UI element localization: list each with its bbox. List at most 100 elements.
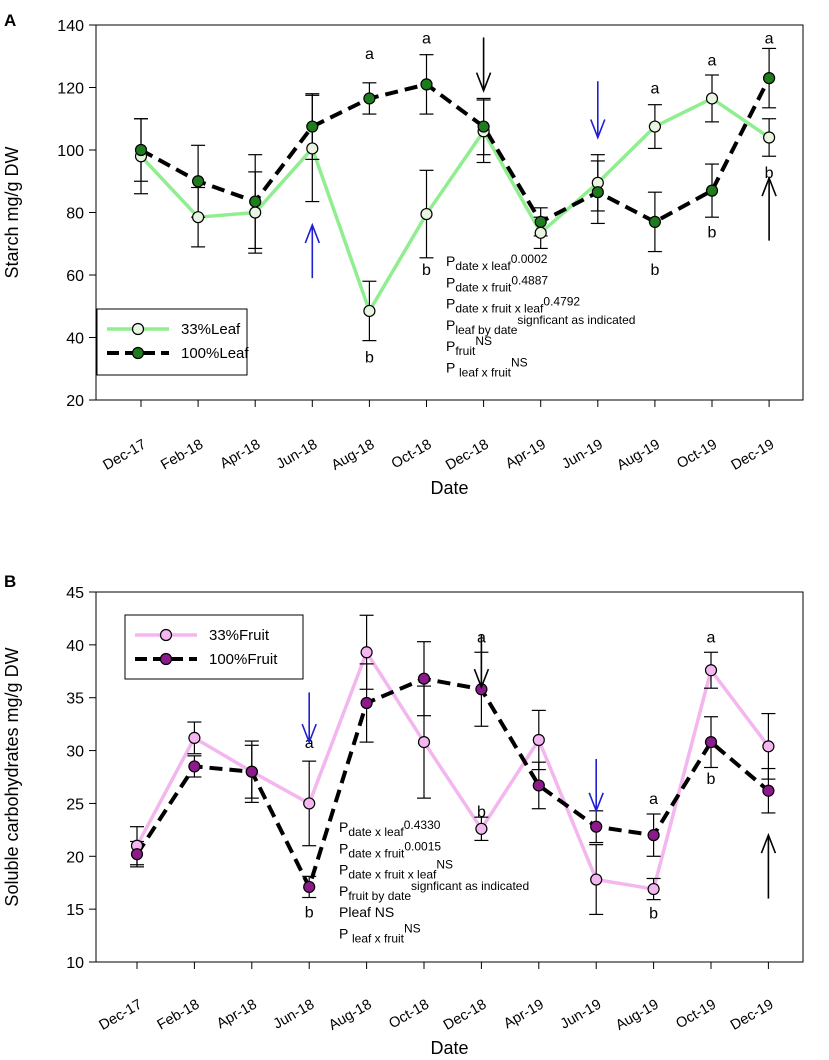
x-tick-label: Aug-18 xyxy=(329,437,378,474)
x-tick-label: Oct-18 xyxy=(386,997,432,1033)
series-line-1 xyxy=(135,650,770,891)
x-tick-label: Dec-18 xyxy=(443,437,491,474)
stats-sub: date x leaf xyxy=(348,825,404,839)
data-point-2 xyxy=(704,736,718,749)
data-point-2 xyxy=(647,829,660,842)
series-line-2 xyxy=(135,676,770,889)
x-tick-label: Dec-18 xyxy=(441,997,489,1034)
x-tick-label: Jun-18 xyxy=(274,437,320,473)
data-point-1 xyxy=(360,646,373,659)
stats-sub: date x fruit x leaf xyxy=(348,868,437,882)
data-point-1 xyxy=(306,142,319,155)
data-point-2 xyxy=(360,696,373,710)
stats-sub: date x fruit xyxy=(455,280,512,294)
significance-letter: b xyxy=(765,165,774,182)
stats-main: P xyxy=(446,274,455,290)
y-tick-label: 25 xyxy=(66,796,84,813)
stats-sub: date x leaf xyxy=(455,259,511,273)
x-tick-label: Oct-19 xyxy=(673,997,719,1033)
y-tick-label: 20 xyxy=(66,393,84,410)
x-tick-label: Dec-17 xyxy=(97,997,145,1034)
x-tick-label: Jun-19 xyxy=(559,437,605,473)
stats-main: P xyxy=(446,253,455,269)
data-point-1 xyxy=(188,731,201,744)
stats-sup: signficant as indicated xyxy=(517,313,635,327)
stats-line: Pdate x leaf0.4330 xyxy=(339,818,441,839)
data-point-1 xyxy=(420,207,433,221)
data-point-1 xyxy=(648,120,662,133)
stats-line: Pleaf by datesignficant as indicated xyxy=(446,313,635,337)
stats-main: P xyxy=(339,883,348,899)
panel-label: A xyxy=(4,11,16,30)
stats-sup: NS xyxy=(511,356,528,370)
stats-sub: date x fruit x leaf xyxy=(455,302,544,316)
data-point-1 xyxy=(249,206,262,219)
y-tick-label: 30 xyxy=(66,744,84,761)
data-point-1 xyxy=(475,822,488,835)
arrow-head-black xyxy=(761,175,777,197)
legend-box xyxy=(96,308,248,376)
x-tick-label: Feb-18 xyxy=(158,437,206,474)
x-tick-label: Dec-19 xyxy=(729,437,777,474)
data-point-2 xyxy=(130,848,144,861)
stats-line: Pdate x fruit0.4887 xyxy=(446,273,548,294)
significance-letter: b xyxy=(305,904,314,921)
data-point-2 xyxy=(306,120,319,133)
x-tick-label: Feb-18 xyxy=(155,997,203,1034)
x-tick-label: Dec-17 xyxy=(101,437,149,474)
arrow-head-black xyxy=(475,72,492,93)
data-point-2 xyxy=(303,880,316,894)
data-point-2 xyxy=(762,784,775,797)
arrow-head-blue xyxy=(590,119,606,140)
stats-line: Pleaf NS xyxy=(339,904,394,920)
data-point-2 xyxy=(648,215,662,228)
panel-label: B xyxy=(4,572,16,591)
x-axis-label: Date xyxy=(430,1038,468,1058)
y-tick-label: 140 xyxy=(57,18,84,35)
data-point-1 xyxy=(417,736,431,749)
y-tick-label: 80 xyxy=(66,206,84,223)
stats-line: Pdate x fruit x leaf0.4792 xyxy=(446,295,580,316)
stats-line: Pdate x fruit0.0015 xyxy=(339,839,441,860)
data-point-2 xyxy=(249,195,262,208)
plot-frame xyxy=(95,591,804,963)
arrow-head-blue xyxy=(304,222,321,244)
significance-letter: a xyxy=(765,31,774,48)
data-point-1 xyxy=(534,226,547,239)
y-tick-label: 10 xyxy=(66,955,84,972)
stats-sup: NS xyxy=(475,334,492,348)
significance-letter: a xyxy=(365,46,374,63)
x-tick-label: Apr-19 xyxy=(503,437,549,473)
data-point-2 xyxy=(532,779,545,792)
significance-letter: b xyxy=(707,771,716,788)
data-point-2 xyxy=(363,92,376,105)
legend-swatch-marker xyxy=(159,628,173,642)
significance-letter: a xyxy=(649,791,658,808)
legend-label: 100%Leaf xyxy=(181,345,249,362)
y-tick-label: 60 xyxy=(66,268,84,285)
data-point-2 xyxy=(134,143,148,157)
data-point-1 xyxy=(647,882,660,896)
stats-sup: signficant as indicated xyxy=(411,879,529,893)
legend-box xyxy=(124,614,304,680)
x-tick-label: Aug-19 xyxy=(613,997,662,1034)
data-point-1 xyxy=(705,92,719,105)
stats-main: P xyxy=(446,296,455,312)
stats-value: 0.4792 xyxy=(543,295,580,309)
x-tick-label: Aug-19 xyxy=(614,437,663,474)
x-tick-label: Apr-19 xyxy=(501,997,547,1033)
significance-letter: a xyxy=(422,31,431,48)
data-point-2 xyxy=(245,765,258,778)
x-tick-label: Jun-18 xyxy=(271,997,317,1033)
significance-letter: a xyxy=(708,52,717,69)
stats-sub: fruit xyxy=(455,344,476,358)
data-point-2 xyxy=(477,120,490,133)
data-point-2 xyxy=(591,186,604,199)
y-tick-label: 15 xyxy=(66,902,84,919)
series-line-1 xyxy=(139,96,771,313)
significance-letter: a xyxy=(650,81,659,98)
significance-letter: b xyxy=(649,905,658,922)
stats-sub: leaf x fruit xyxy=(459,366,512,380)
y-axis-label: Soluble carbohydrates mg/g DW xyxy=(2,647,22,906)
